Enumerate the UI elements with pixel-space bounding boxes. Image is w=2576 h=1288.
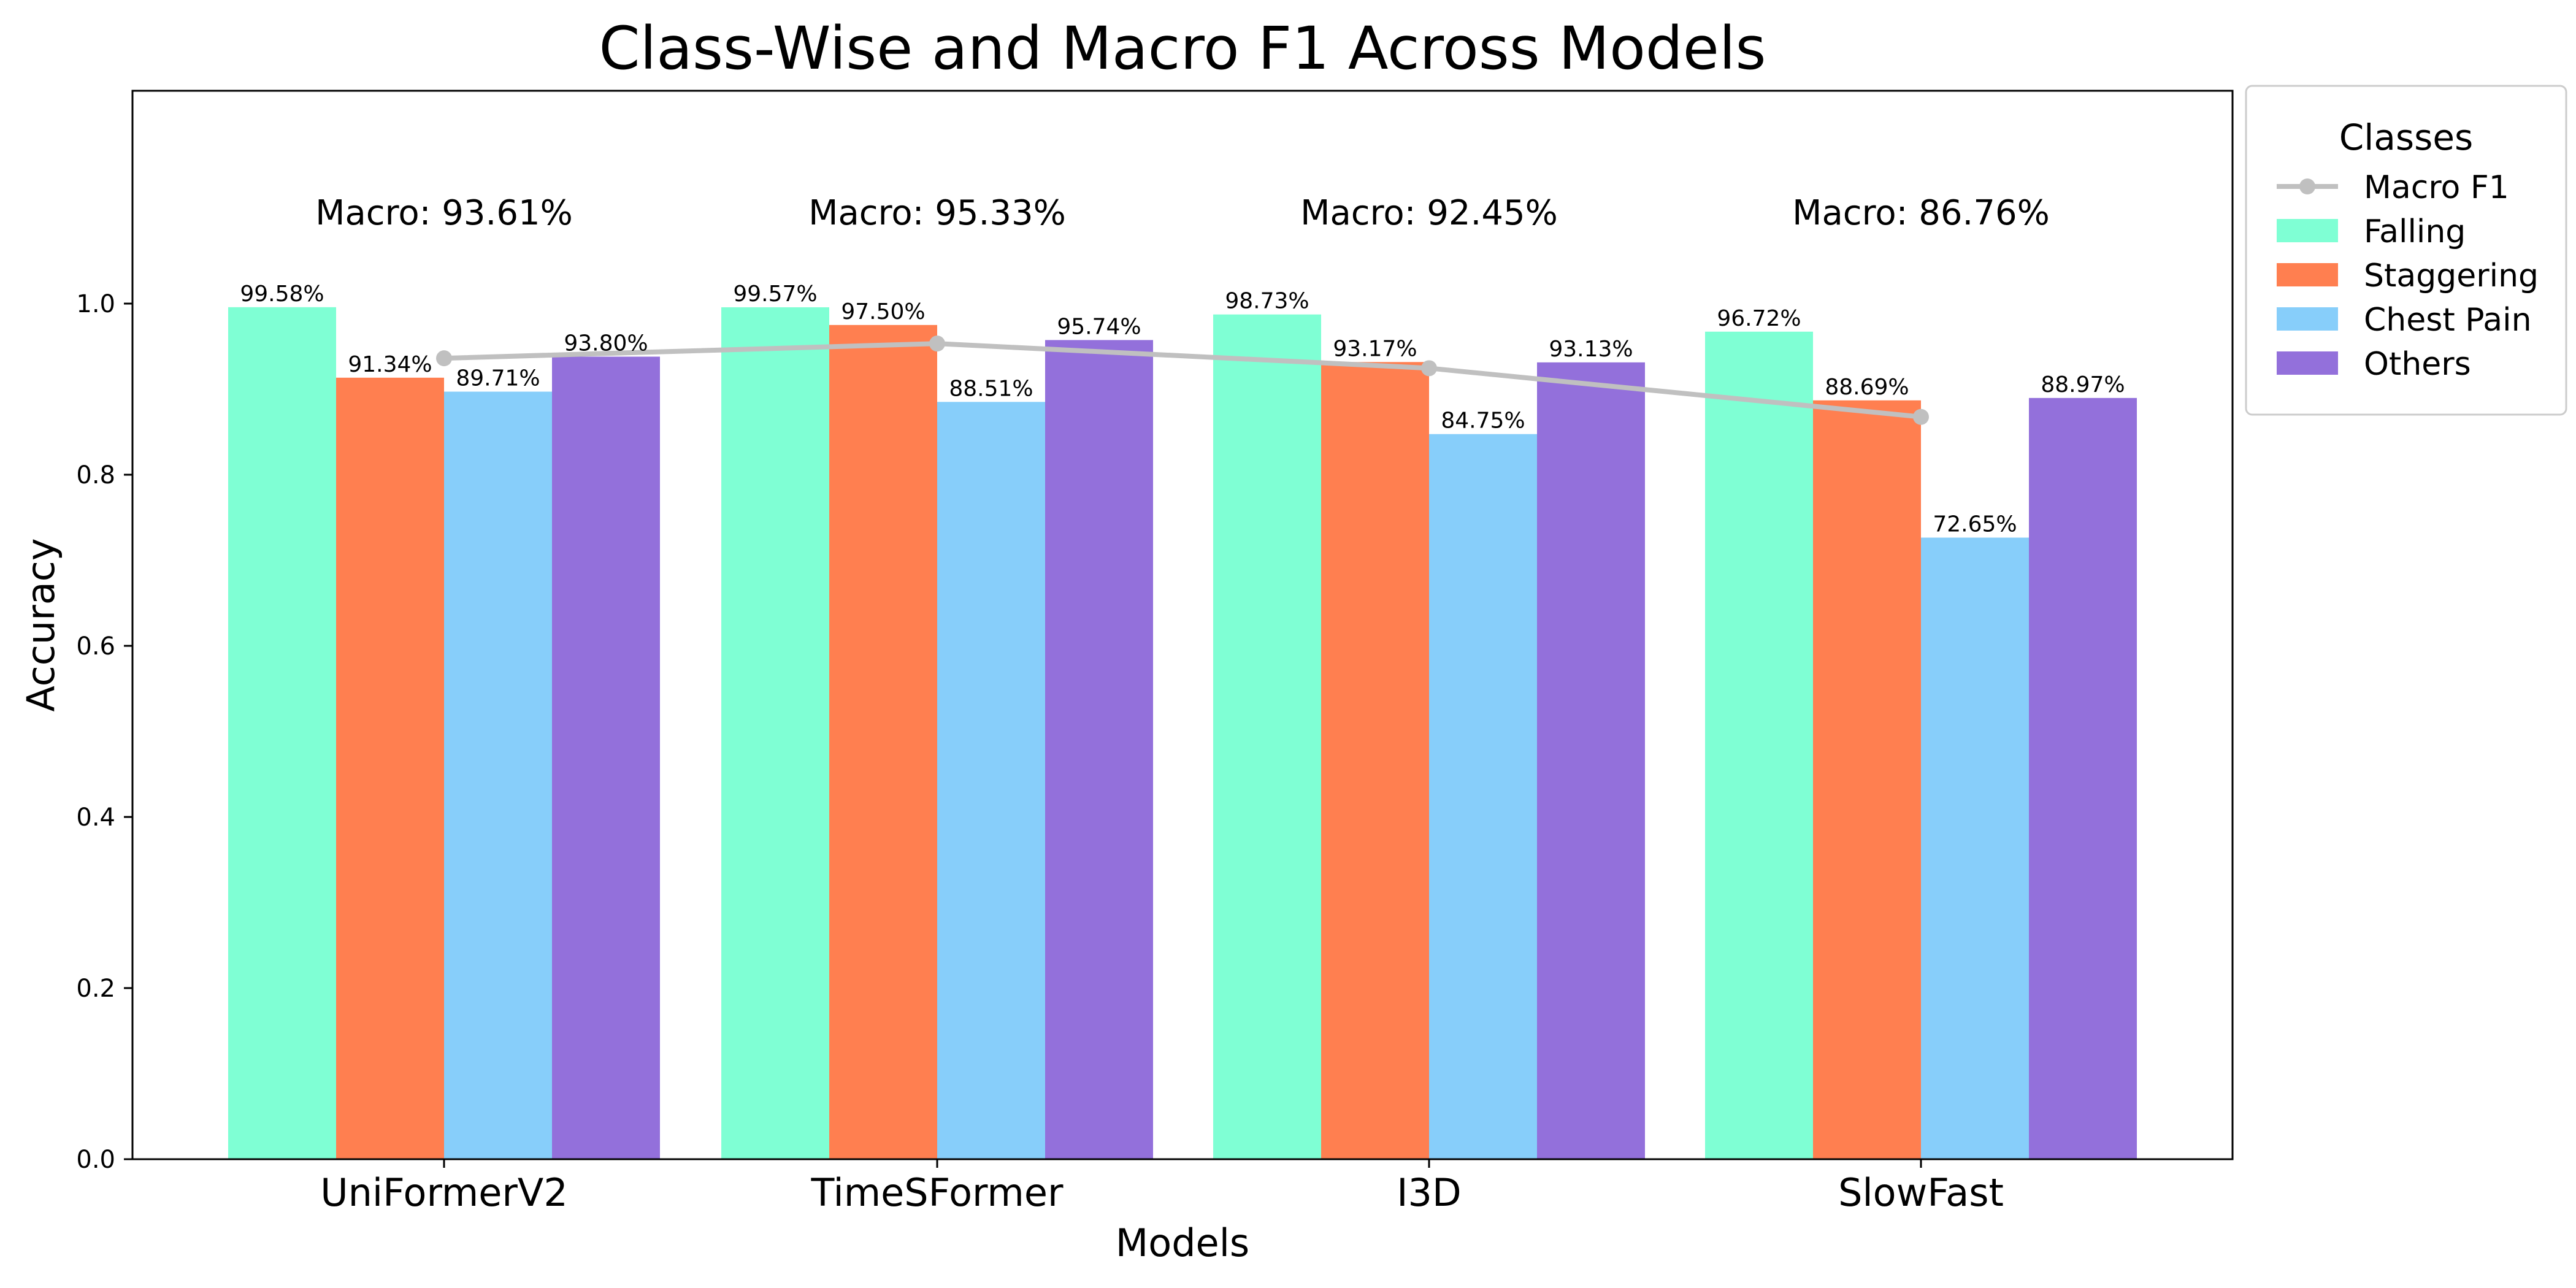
bar-value-label: 91.34% [348, 352, 432, 377]
y-tick-label: 0.6 [76, 632, 115, 661]
y-axis-label: Accuracy [18, 538, 63, 711]
bar-falling [1705, 331, 1813, 1159]
y-tick-label: 1.0 [76, 290, 115, 318]
bar-falling [228, 307, 336, 1159]
bar-falling [1213, 314, 1321, 1159]
chart-title: Class-Wise and Macro F1 Across Models [599, 14, 1766, 83]
bar-staggering [336, 377, 444, 1159]
y-tick-label: 0.0 [76, 1146, 115, 1174]
legend-label-chest-pain: Chest Pain [2364, 302, 2532, 339]
x-axis: UniFormerV2 TimeSFormer I3D SlowFast [320, 1159, 2004, 1215]
bar-value-label: 84.75% [1441, 408, 1525, 434]
bar-value-label: 97.50% [841, 299, 925, 324]
bar-chest-pain [1429, 434, 1537, 1159]
bar-value-label: 98.73% [1225, 289, 1309, 314]
legend-frame [2245, 85, 2567, 416]
legend-title: Classes [2339, 117, 2474, 158]
bars-layer [228, 307, 2137, 1160]
bar-value-label: 99.57% [733, 282, 817, 307]
bar-others [1045, 340, 1153, 1159]
macro-annotation: Macro: 93.61% [315, 193, 573, 233]
bar-value-label: 72.65% [1933, 512, 2017, 537]
x-tick-label: I3D [1397, 1170, 1461, 1215]
x-tick-label: SlowFast [1838, 1170, 2004, 1215]
legend-swatch-others [2277, 351, 2338, 375]
legend-label-staggering: Staggering [2364, 258, 2539, 294]
bar-others [2029, 397, 2137, 1159]
bar-staggering [1813, 400, 1921, 1160]
legend: Classes Macro F1 Falling Staggering Chest P… [2245, 85, 2567, 416]
bar-chest-pain [1921, 537, 2029, 1159]
macro-annotation: Macro: 92.45% [1300, 193, 1558, 233]
macro-annotation: Macro: 86.76% [1792, 193, 2050, 233]
bar-value-label: 96.72% [1717, 306, 1801, 331]
legend-swatch-falling [2277, 219, 2338, 242]
x-tick-label: UniFormerV2 [320, 1170, 568, 1215]
x-axis-label: Models [1116, 1221, 1249, 1265]
legend-swatch-staggering [2277, 263, 2338, 286]
bar-chest-pain [937, 402, 1045, 1159]
bar-value-label: 95.74% [1057, 314, 1141, 339]
bar-value-label: 89.71% [456, 366, 540, 391]
bar-falling [721, 307, 829, 1159]
legend-label-falling: Falling [2364, 213, 2466, 250]
bar-chest-pain [444, 391, 552, 1160]
macro-f1-point [1913, 408, 1929, 425]
legend-label-macro-f1: Macro F1 [2364, 169, 2509, 206]
y-tick-label: 0.4 [76, 803, 115, 832]
macro-f1-point [1421, 360, 1437, 377]
macro-f1-line [443, 341, 1922, 420]
bar-others [1537, 362, 1645, 1160]
bar-value-label: 88.97% [2041, 372, 2125, 397]
macro-f1-point [436, 350, 452, 367]
legend-swatch-chest-pain [2277, 307, 2338, 331]
legend-label-others: Others [2364, 346, 2471, 383]
x-tick-label: TimeSFormer [811, 1170, 1064, 1215]
bar-value-label: 93.13% [1549, 337, 1633, 362]
bar-staggering [1321, 362, 1429, 1159]
legend-marker-macro-f1 [2299, 178, 2315, 194]
bar-value-label: 99.58% [240, 282, 324, 307]
plot-frame [131, 90, 2234, 1160]
macro-f1-line-layer [436, 335, 1929, 425]
macro-annotation: Macro: 95.33% [808, 193, 1066, 233]
bar-value-label: 88.69% [1825, 375, 1909, 400]
data-labels-layer: 99.58% 99.57% 98.73% 96.72% 91.34% 97.50% 93.1… [240, 193, 2125, 537]
y-tick-label: 0.2 [76, 975, 115, 1003]
bar-value-label: 93.17% [1333, 336, 1417, 361]
bar-staggering [829, 324, 937, 1159]
y-tick-label: 0.8 [76, 461, 115, 489]
bar-value-label: 93.80% [564, 331, 648, 356]
y-axis: 0.0 0.2 0.4 0.6 0.8 1.0 [76, 290, 132, 1174]
bar-value-label: 88.51% [949, 376, 1033, 401]
bar-others [552, 356, 660, 1159]
macro-f1-point [929, 335, 945, 352]
